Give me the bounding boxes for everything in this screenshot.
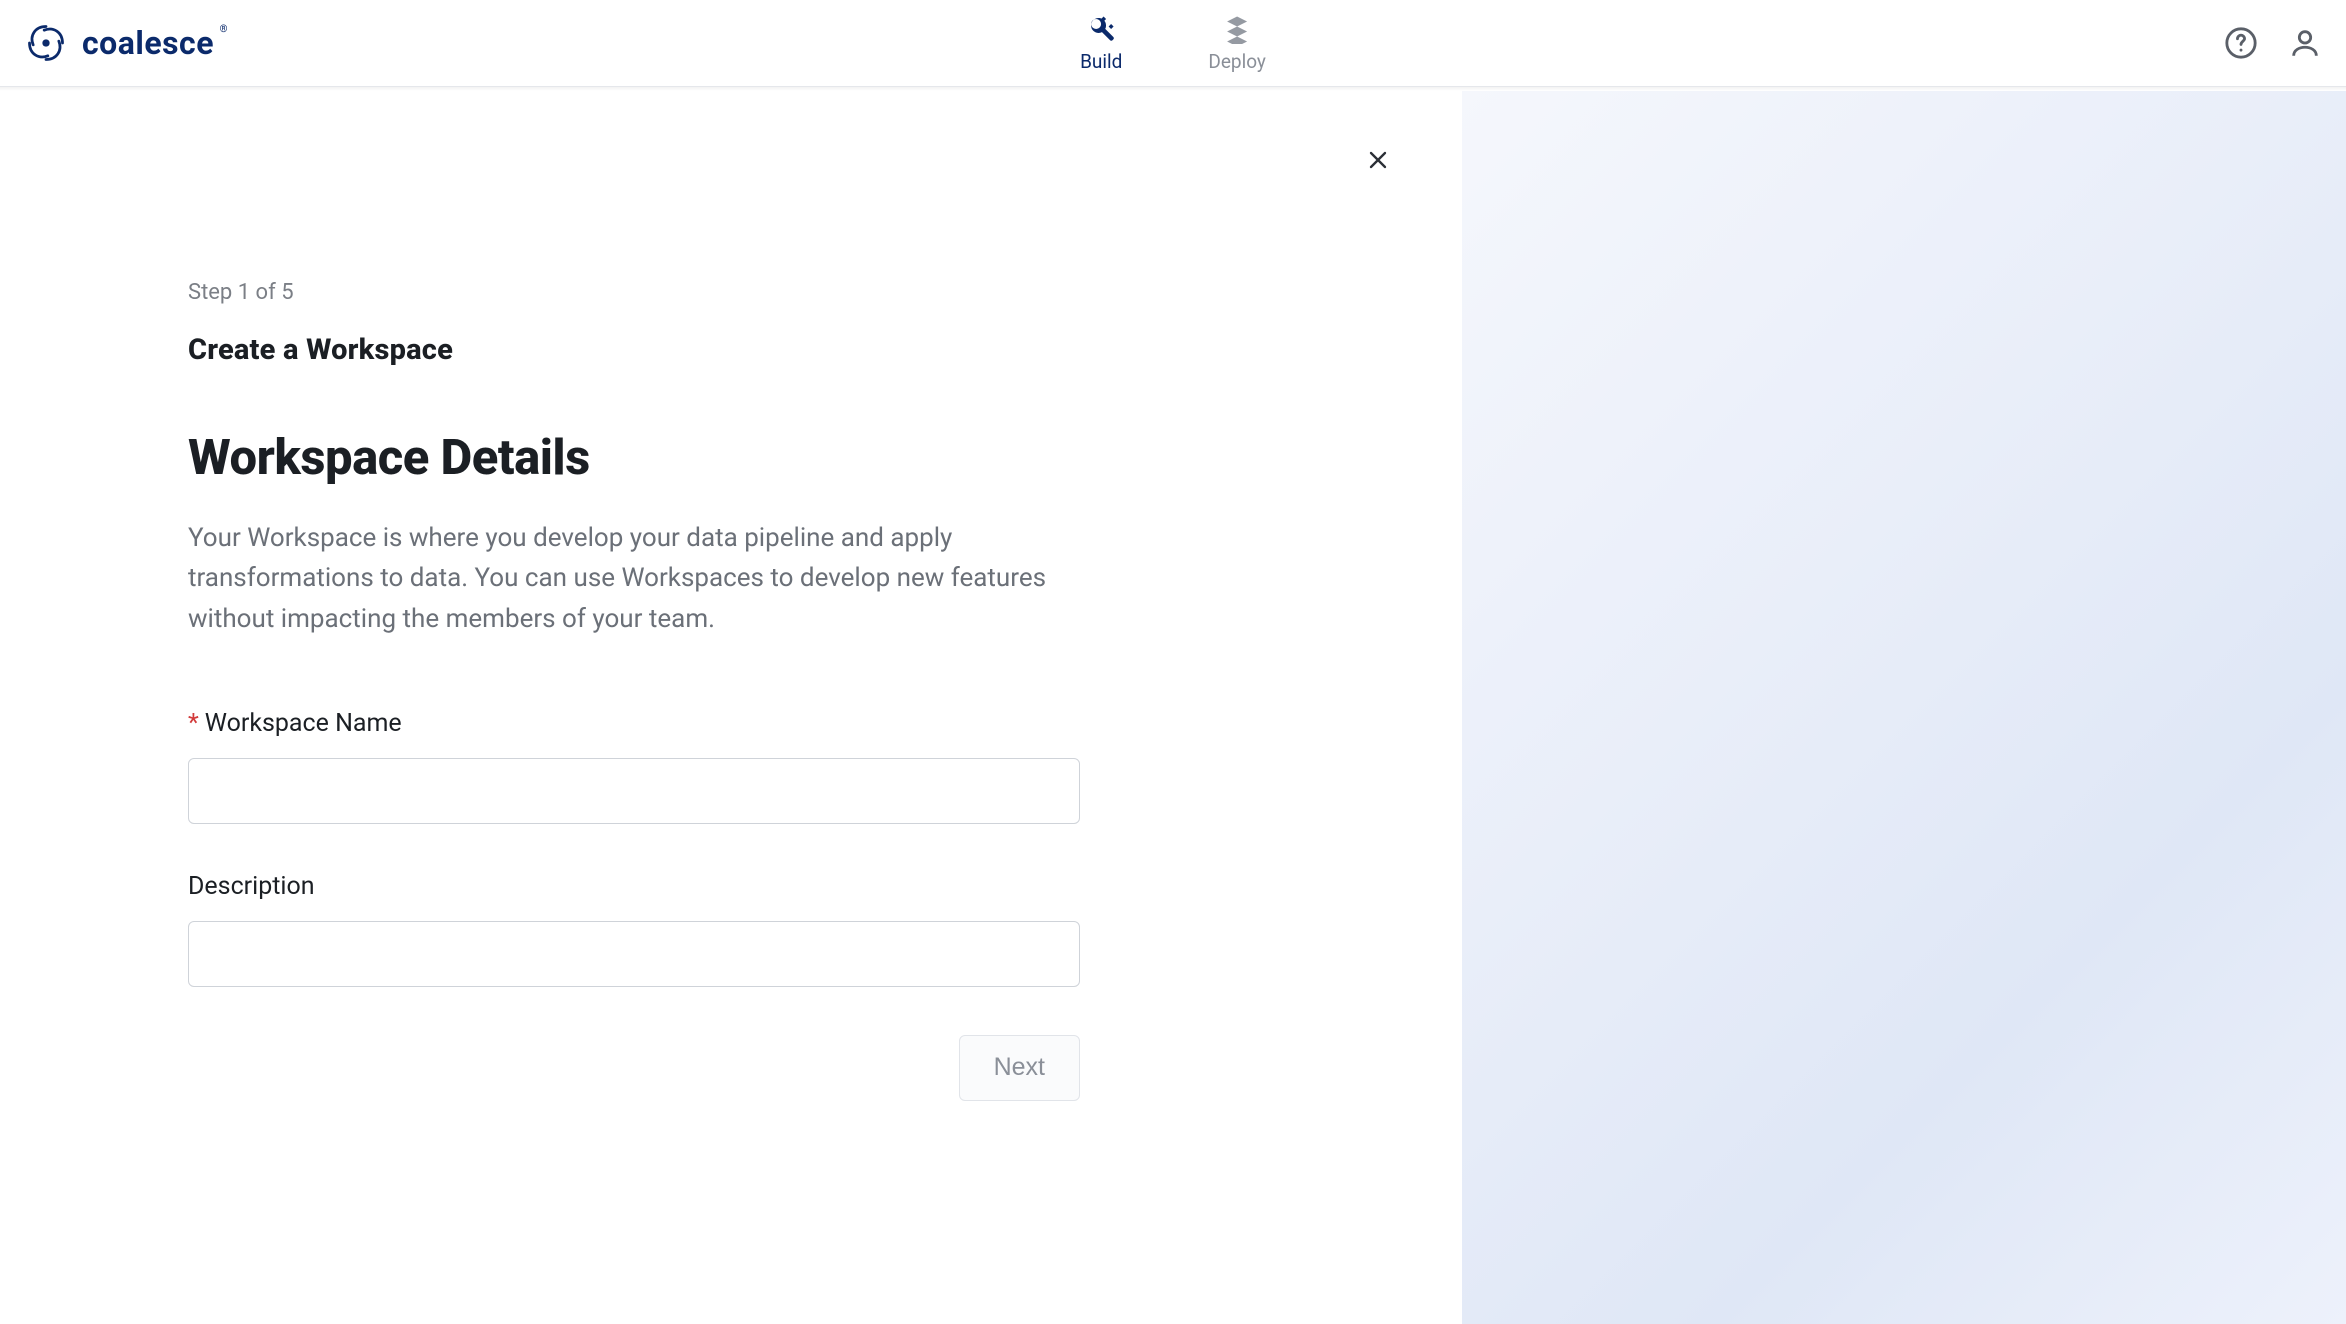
preview-panel	[1462, 91, 2346, 1324]
field-description: Description	[188, 872, 1080, 987]
registered-mark: ®	[220, 25, 228, 35]
workspace-name-input[interactable]	[188, 758, 1080, 824]
deploy-icon	[1222, 14, 1252, 44]
nav-build[interactable]: Build	[1080, 14, 1122, 73]
page-title: Workspace Details	[188, 429, 1080, 486]
step-indicator: Step 1 of 5	[188, 280, 1080, 305]
wizard-inner: Step 1 of 5 Create a Workspace Workspace…	[0, 146, 1080, 1101]
required-mark: *	[188, 709, 199, 738]
brand-wordmark: coalesce ®	[82, 27, 214, 59]
top-nav: Build Deploy	[1080, 14, 1266, 73]
nav-build-label: Build	[1080, 50, 1122, 73]
field-workspace-name: * Workspace Name	[188, 709, 1080, 824]
wizard-actions: Next	[188, 1035, 1080, 1101]
brand-word-text: coalesce	[82, 24, 214, 62]
topbar: coalesce ® Build Deploy	[0, 0, 2346, 87]
close-icon[interactable]	[1364, 146, 1392, 174]
content-area: Step 1 of 5 Create a Workspace Workspace…	[0, 91, 2346, 1324]
nav-deploy-label: Deploy	[1208, 50, 1266, 73]
brand-logo-icon	[24, 21, 68, 65]
wizard-panel: Step 1 of 5 Create a Workspace Workspace…	[0, 91, 1462, 1324]
brand[interactable]: coalesce ®	[24, 21, 214, 65]
description-label: Description	[188, 872, 315, 901]
workspace-name-label: Workspace Name	[205, 709, 402, 738]
wizard-subtitle: Create a Workspace	[188, 333, 1080, 367]
user-icon[interactable]	[2288, 26, 2322, 60]
intro-text: Your Workspace is where you develop your…	[188, 518, 1080, 639]
nav-deploy[interactable]: Deploy	[1208, 14, 1266, 73]
topbar-right	[2224, 26, 2322, 60]
workspace-name-label-row: * Workspace Name	[188, 709, 1080, 738]
tools-icon	[1086, 14, 1116, 44]
help-icon[interactable]	[2224, 26, 2258, 60]
description-input[interactable]	[188, 921, 1080, 987]
next-button[interactable]: Next	[959, 1035, 1080, 1101]
description-label-row: Description	[188, 872, 1080, 901]
next-button-label: Next	[994, 1053, 1045, 1081]
